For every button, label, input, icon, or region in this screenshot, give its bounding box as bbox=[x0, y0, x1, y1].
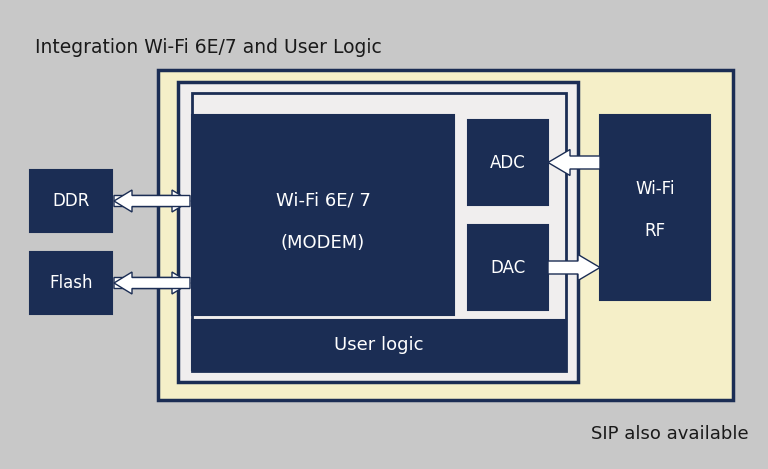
Text: Integration Wi-Fi 6E/7 and User Logic: Integration Wi-Fi 6E/7 and User Logic bbox=[35, 38, 381, 57]
Bar bbox=[192, 115, 454, 315]
Text: (MODEM): (MODEM) bbox=[281, 234, 365, 252]
Bar bbox=[192, 93, 566, 371]
FancyArrow shape bbox=[114, 190, 190, 212]
Text: User logic: User logic bbox=[334, 336, 424, 354]
FancyArrow shape bbox=[548, 150, 600, 175]
Bar bbox=[158, 70, 733, 400]
Bar bbox=[192, 320, 566, 370]
FancyArrow shape bbox=[114, 190, 190, 212]
Text: ADC: ADC bbox=[490, 153, 526, 172]
Text: Flash: Flash bbox=[49, 274, 93, 292]
FancyArrow shape bbox=[114, 272, 190, 294]
Text: DAC: DAC bbox=[491, 258, 525, 277]
Text: Wi-Fi 6E/ 7: Wi-Fi 6E/ 7 bbox=[276, 192, 370, 210]
FancyArrow shape bbox=[114, 272, 190, 294]
Bar bbox=[468, 120, 548, 205]
Bar bbox=[600, 115, 710, 300]
Bar bbox=[468, 225, 548, 310]
Bar bbox=[30, 252, 112, 314]
Text: SIP also available: SIP also available bbox=[591, 425, 749, 443]
Bar bbox=[178, 82, 578, 382]
Text: RF: RF bbox=[644, 222, 666, 240]
Bar bbox=[30, 170, 112, 232]
Text: Wi-Fi: Wi-Fi bbox=[635, 180, 675, 198]
FancyArrow shape bbox=[548, 255, 600, 280]
Text: DDR: DDR bbox=[52, 192, 90, 210]
